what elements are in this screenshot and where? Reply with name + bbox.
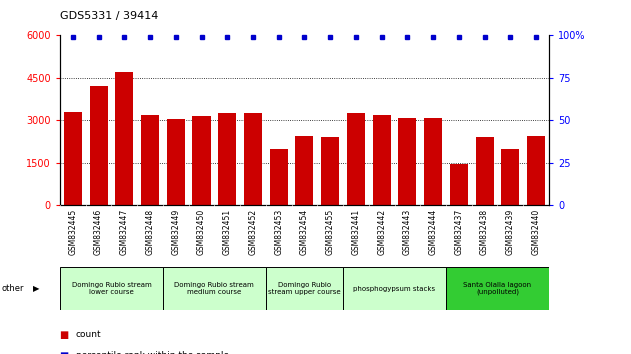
Text: GSM832453: GSM832453 <box>274 209 283 255</box>
Text: Santa Olalla lagoon
(unpolluted): Santa Olalla lagoon (unpolluted) <box>463 282 531 295</box>
Bar <box>527 136 545 205</box>
Text: GSM832451: GSM832451 <box>223 209 232 255</box>
Text: ▶: ▶ <box>33 284 39 293</box>
Bar <box>476 137 493 205</box>
Text: GSM832450: GSM832450 <box>197 209 206 255</box>
Bar <box>424 118 442 205</box>
Text: Domingo Rubio stream
medium course: Domingo Rubio stream medium course <box>175 282 254 295</box>
Text: GSM832446: GSM832446 <box>94 209 103 255</box>
Text: GSM832447: GSM832447 <box>120 209 129 255</box>
Text: GSM832445: GSM832445 <box>68 209 78 255</box>
Bar <box>321 137 339 205</box>
Bar <box>167 119 185 205</box>
Text: Domingo Rubio stream
lower course: Domingo Rubio stream lower course <box>71 282 151 295</box>
Bar <box>295 136 314 205</box>
Text: GSM832452: GSM832452 <box>249 209 257 255</box>
Text: GSM832454: GSM832454 <box>300 209 309 255</box>
Bar <box>115 72 133 205</box>
Text: GSM832440: GSM832440 <box>531 209 541 255</box>
Text: GDS5331 / 39414: GDS5331 / 39414 <box>60 11 158 21</box>
Text: count: count <box>76 330 102 339</box>
Bar <box>502 149 519 205</box>
Text: other: other <box>1 284 24 293</box>
Bar <box>64 112 82 205</box>
Bar <box>373 115 391 205</box>
Bar <box>192 116 211 205</box>
Bar <box>141 115 159 205</box>
Bar <box>450 164 468 205</box>
Bar <box>398 118 416 205</box>
Text: percentile rank within the sample: percentile rank within the sample <box>76 351 229 354</box>
Bar <box>446 267 549 310</box>
Text: GSM832448: GSM832448 <box>146 209 155 255</box>
Text: GSM832449: GSM832449 <box>171 209 180 255</box>
Text: GSM832437: GSM832437 <box>454 209 463 255</box>
Text: GSM832443: GSM832443 <box>403 209 412 255</box>
Bar <box>60 267 163 310</box>
Text: ■: ■ <box>60 330 73 339</box>
Bar <box>347 113 365 205</box>
Bar <box>218 113 236 205</box>
Text: GSM832438: GSM832438 <box>480 209 489 255</box>
Text: GSM832444: GSM832444 <box>428 209 438 255</box>
Text: GSM832455: GSM832455 <box>326 209 334 255</box>
Bar <box>343 267 446 310</box>
Bar <box>163 267 266 310</box>
Text: phosphogypsum stacks: phosphogypsum stacks <box>353 286 435 291</box>
Text: GSM832441: GSM832441 <box>351 209 360 255</box>
Bar <box>269 149 288 205</box>
Text: ■: ■ <box>60 351 73 354</box>
Text: Domingo Rubio
stream upper course: Domingo Rubio stream upper course <box>268 282 341 295</box>
Text: GSM832439: GSM832439 <box>506 209 515 255</box>
Text: GSM832442: GSM832442 <box>377 209 386 255</box>
Bar <box>266 267 343 310</box>
Bar <box>244 113 262 205</box>
Bar <box>90 86 107 205</box>
